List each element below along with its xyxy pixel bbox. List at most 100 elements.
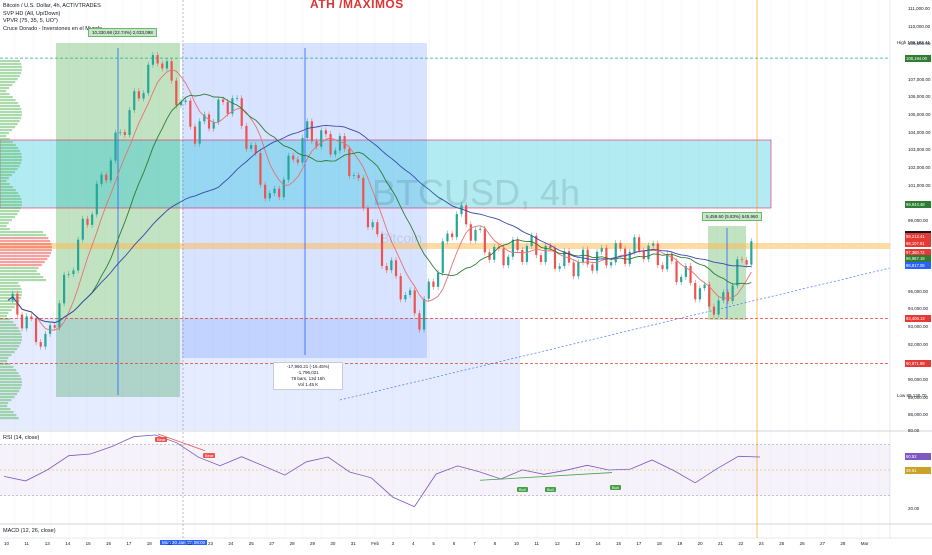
candle-body: [418, 313, 421, 330]
candle-body: [44, 333, 47, 347]
time-axis-tick: 23: [208, 541, 214, 546]
candle-body: [287, 155, 290, 180]
candle-body: [268, 193, 271, 199]
candle-body: [292, 155, 295, 160]
time-axis-tick: 25: [248, 541, 254, 546]
volume-profile-bar: [0, 339, 22, 342]
candle-body: [390, 260, 393, 271]
volume-profile-bar: [0, 81, 16, 84]
volume-profile-bar: [0, 198, 22, 201]
candle-body: [726, 292, 730, 301]
time-axis-tick: 3: [391, 541, 395, 546]
candle-body: [217, 99, 220, 122]
candle-body: [394, 260, 398, 277]
time-axis-tick: 6: [452, 541, 456, 546]
candle-body: [72, 270, 75, 275]
price-axis-tick: 107,000.00: [908, 76, 931, 82]
rsi-axis-tick: 80.00: [908, 428, 920, 434]
time-axis-tick: 28: [840, 541, 846, 546]
rsi-bear-signal: Bear: [155, 437, 168, 442]
candle-body: [717, 300, 720, 315]
volume-profile-bar: [0, 72, 22, 75]
volume-profile-bar: [0, 156, 22, 159]
price-tag: 99,944.48: [905, 200, 931, 208]
time-axis-tick: 29: [310, 541, 316, 546]
candle-body: [310, 121, 313, 142]
candle-body: [609, 262, 613, 266]
volume-profile-bar: [0, 303, 18, 306]
candle-body: [413, 290, 416, 314]
candle-body: [184, 100, 187, 102]
time-axis-tick: 21: [718, 541, 724, 546]
support-zone-lower: [0, 318, 520, 430]
candle-body: [95, 183, 98, 215]
legend-indicator-svp[interactable]: SVP HD (All, Up/Down): [3, 10, 61, 17]
price-axis-tick: 90,000.00: [908, 376, 929, 382]
candle-body: [245, 125, 248, 149]
candle-body: [684, 266, 687, 277]
candle-body: [740, 259, 744, 261]
candle-body: [493, 246, 496, 260]
macd-legend[interactable]: MACD (12, 26, close): [3, 528, 56, 534]
candle-body: [600, 247, 603, 252]
candle-body: [133, 91, 136, 111]
candle-body: [282, 179, 285, 198]
volume-profile-bar: [0, 291, 22, 294]
candle-body: [689, 266, 692, 283]
time-axis-tick: 10: [514, 541, 520, 546]
legend-indicator-vpvr[interactable]: VPVR (75, 35, 5, UO"): [3, 18, 58, 24]
rsi-bear-signal: Bear: [203, 453, 216, 458]
volume-profile-bar: [0, 237, 49, 240]
time-axis-tick: 12: [554, 541, 560, 546]
time-axis-tick: 15: [616, 541, 622, 546]
candle-body: [114, 132, 117, 161]
time-axis-tick: 24: [228, 541, 234, 546]
candle-body: [156, 55, 159, 64]
candle-body: [119, 132, 122, 133]
measure-zone-down: [182, 43, 427, 358]
volume-profile-bar: [0, 393, 18, 396]
candle-body: [712, 306, 716, 315]
candle-body: [670, 253, 673, 262]
candle-body: [20, 314, 24, 329]
candle-body: [371, 222, 374, 228]
candle-body: [128, 110, 131, 135]
candle-body: [67, 274, 70, 275]
time-axis-tick: 17: [636, 541, 642, 546]
candle-body: [502, 248, 505, 266]
time-axis-tick: 11: [24, 541, 30, 546]
volume-profile-bar: [0, 396, 15, 399]
volume-profile-bar: [0, 351, 15, 354]
candle-body: [296, 159, 299, 163]
volume-profile-bar: [0, 255, 50, 258]
volume-profile-bar: [0, 228, 10, 231]
volume-profile-bar: [0, 186, 14, 189]
volume-profile-bar: [0, 330, 21, 333]
time-axis-tick: 16: [106, 541, 112, 546]
candle-body: [666, 253, 669, 270]
candle-body: [399, 276, 402, 300]
candle-body: [572, 262, 575, 277]
candle-body: [137, 91, 140, 99]
legend-indicator-golden-cross[interactable]: Cruce Dorado - Inversiones en el Mundo: [3, 25, 103, 32]
candle-body: [170, 61, 173, 81]
volume-profile-bar: [0, 99, 16, 102]
time-axis-tick: 14: [65, 541, 71, 546]
time-axis-tick: 18: [656, 541, 662, 546]
candle-body: [563, 251, 566, 267]
rsi-divergence-bull: [479, 472, 613, 481]
candle-body: [221, 99, 225, 103]
candle-body: [422, 298, 426, 330]
legend-symbol[interactable]: Bitcoin / U.S. Dollar, 4h, ACTIVTRADES: [3, 3, 101, 9]
volume-profile-bar: [0, 252, 51, 255]
volume-profile-bar: [0, 195, 21, 198]
volume-profile-bar: [0, 189, 16, 192]
volume-profile-bar: [0, 213, 18, 216]
volume-profile-bar: [0, 75, 20, 78]
candle-body: [750, 241, 753, 265]
price-axis-tick: 111,000.00: [908, 6, 930, 11]
volume-profile-bar: [0, 399, 12, 402]
rsi-legend[interactable]: RSI (14, close): [3, 435, 40, 441]
